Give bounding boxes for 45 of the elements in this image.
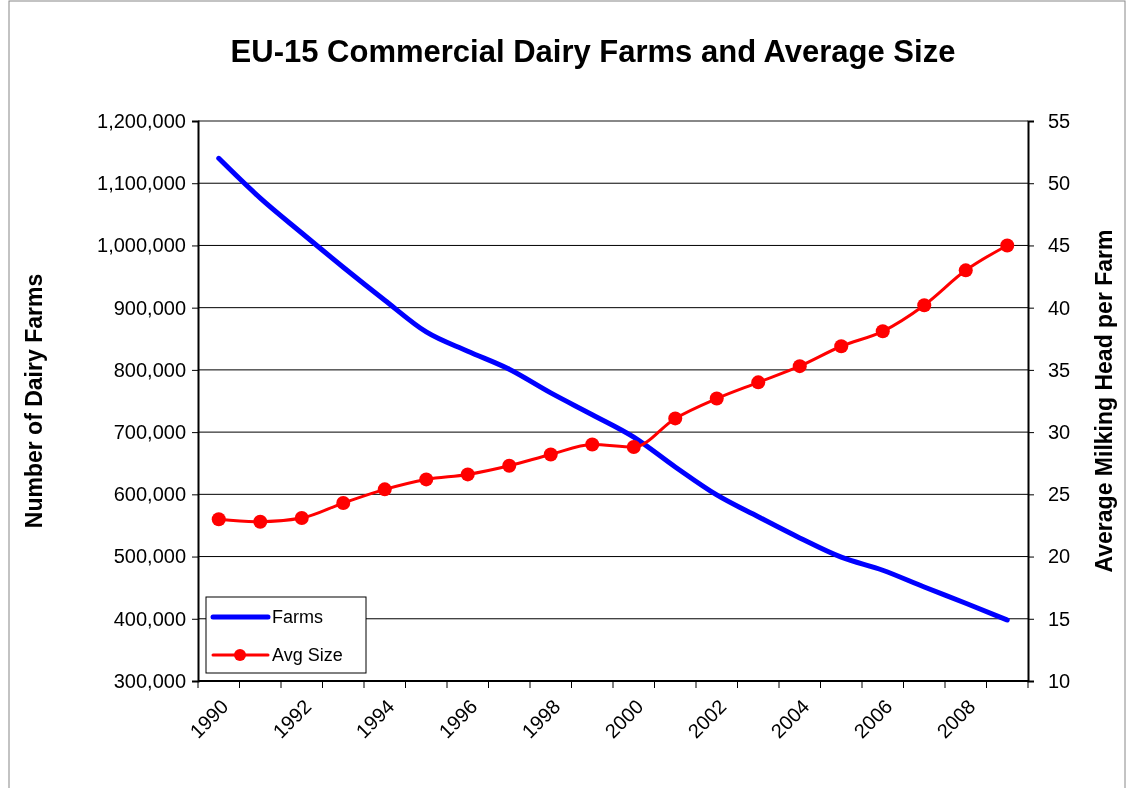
y2-tick-label: 25: [1048, 483, 1071, 506]
y-tick-label: 1,100,000: [97, 172, 186, 195]
legend-label: Farms: [272, 607, 323, 628]
y2-tick-label: 55: [1048, 109, 1071, 132]
y2-tick-label: 35: [1048, 358, 1071, 381]
point: [502, 458, 517, 473]
y-tick-label: 900,000: [113, 296, 186, 319]
point: [419, 472, 434, 487]
y-tick-label: 500,000: [113, 545, 186, 568]
point: [751, 375, 766, 390]
y2-tick-label: 15: [1048, 607, 1071, 630]
point: [460, 467, 475, 482]
y-tick-label: 600,000: [113, 483, 186, 506]
point: [958, 263, 973, 278]
point: [377, 482, 392, 497]
y2-tick-label: 45: [1048, 234, 1071, 257]
point: [543, 447, 558, 462]
point: [294, 510, 309, 525]
point: [253, 514, 268, 529]
y-tick-label: 400,000: [113, 607, 186, 630]
point: [336, 496, 351, 511]
point: [834, 339, 849, 354]
y-tick-label: 1,000,000: [97, 234, 186, 257]
y2-axis-title: Average Milking Head per Farm: [1091, 229, 1117, 573]
point: [1000, 238, 1015, 253]
y2-tick-label: 30: [1048, 421, 1071, 444]
y2-tick-label: 50: [1048, 172, 1071, 195]
point: [626, 440, 641, 455]
y2-tick-label: 40: [1048, 296, 1071, 319]
point: [875, 324, 890, 339]
point: [668, 411, 683, 426]
point: [709, 391, 724, 406]
point: [585, 437, 600, 452]
legend-label: Avg Size: [272, 645, 343, 666]
y-axis-title: Number of Dairy Farms: [21, 273, 47, 529]
y2-tick-label: 10: [1048, 669, 1071, 692]
point: [917, 298, 932, 313]
point: [211, 512, 226, 527]
chart-title: EU-15 Commercial Dairy Farms and Average Size: [230, 34, 956, 69]
y-tick-label: 1,200,000: [97, 109, 186, 132]
y-tick-label: 300,000: [113, 669, 186, 692]
y-tick-label: 700,000: [113, 421, 186, 444]
point: [792, 359, 807, 374]
y-tick-label: 800,000: [113, 358, 186, 381]
y2-tick-label: 20: [1048, 545, 1071, 568]
